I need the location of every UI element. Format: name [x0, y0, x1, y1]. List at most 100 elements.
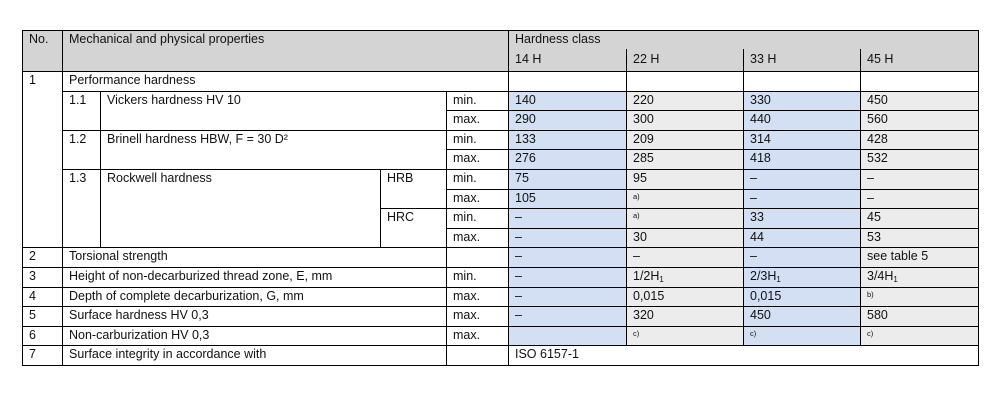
value-cell: –	[859, 188, 980, 210]
value-text: 209	[633, 131, 654, 146]
value-cell: 330	[743, 90, 861, 112]
header-hardness-class: Hardness class	[507, 30, 980, 49]
value-cell: 53	[859, 227, 980, 249]
value-cell: 220	[626, 90, 744, 112]
limit-qualifier: max.	[446, 149, 509, 170]
value-cell: 133	[508, 129, 627, 151]
value-cell: –	[626, 247, 744, 268]
value-cell: 1/2H1	[626, 266, 744, 288]
table-row: max. 276 285 418 532	[23, 149, 980, 170]
value-cell: 44	[743, 227, 861, 249]
value-text: –	[515, 249, 522, 264]
limit-qualifier: min.	[446, 208, 509, 229]
value-cell: 314	[743, 129, 861, 151]
value-cell: 450	[743, 306, 861, 327]
value-cell: a)	[626, 188, 744, 210]
value-text: 580	[867, 308, 888, 323]
value-cell: c)	[626, 325, 744, 347]
footnote-marker: a)	[633, 191, 640, 201]
value-cell: 428	[859, 129, 980, 151]
value-text: 290	[515, 112, 536, 127]
value-cell: –	[743, 168, 861, 190]
footnote-marker: b)	[867, 289, 874, 299]
hardness-properties-table: No. Mechanical and physical properties H…	[22, 30, 980, 366]
value-cell: 418	[743, 149, 861, 170]
row-number: 6	[22, 325, 63, 347]
value-cell	[626, 71, 744, 92]
property-name: Non-carburization HV 0,3	[62, 325, 447, 347]
value-text: 95	[633, 170, 647, 185]
value-cell: –	[743, 247, 861, 268]
value-cell: see table 5	[859, 247, 980, 268]
hardness-scale: HRB	[380, 168, 447, 210]
value-cell: 30	[626, 227, 744, 249]
value-text: 428	[867, 131, 888, 146]
value-text: 440	[750, 112, 771, 127]
value-text: 105	[515, 190, 536, 205]
value-cell: 580	[859, 306, 980, 327]
row-number: 7	[22, 345, 63, 366]
footnote-marker: c)	[633, 328, 640, 338]
value-text: –	[515, 210, 522, 225]
property-name: Brinell hardness HBW, F = 30 D²	[100, 129, 447, 170]
value-text: 44	[750, 229, 764, 244]
value-text: –	[515, 229, 522, 244]
value-cell: –	[508, 266, 627, 288]
value-cell: –	[508, 286, 627, 308]
value-cell: –	[508, 306, 627, 327]
value-text: –	[750, 249, 757, 264]
value-text: 30	[633, 229, 647, 244]
value-cell: –	[508, 208, 627, 229]
value-cell: 209	[626, 129, 744, 151]
value-text: 75	[515, 170, 529, 185]
value-cell: 0,015	[626, 286, 744, 308]
limit-qualifier: max.	[446, 306, 509, 327]
hardness-scale: HRC	[380, 208, 447, 249]
value-text: 300	[633, 112, 654, 127]
sub-number: 1.2	[62, 129, 101, 170]
header-class-45h: 45 H	[859, 49, 980, 72]
value-text: 3/4H	[867, 268, 894, 283]
header-class-33h: 33 H	[743, 49, 861, 72]
value-cell: 320	[626, 306, 744, 327]
value-text: 285	[633, 151, 654, 166]
value-cell	[859, 71, 980, 92]
table-row: 6 Non-carburization HV 0,3 max. c) c) c)	[22, 325, 980, 347]
limit-qualifier: max.	[446, 325, 509, 347]
value-cell: 285	[626, 149, 744, 170]
value-text: 418	[750, 151, 771, 166]
header-class-22h: 22 H	[626, 49, 744, 72]
row-number: 1	[22, 70, 63, 249]
limit-qualifier: max.	[446, 188, 509, 210]
row-number: 4	[22, 286, 63, 308]
limit-qualifier: max.	[446, 110, 509, 131]
limit-qualifier	[446, 345, 509, 366]
value-cell: –	[743, 188, 861, 210]
limit-qualifier: min.	[446, 129, 509, 151]
value-text: 532	[867, 151, 888, 166]
value-cell	[508, 71, 627, 92]
value-text: see table 5	[867, 249, 929, 264]
header-class-14h: 14 H	[508, 49, 627, 72]
property-name: Depth of complete decarburization, G, mm	[62, 286, 447, 308]
value-cell: 440	[743, 110, 861, 131]
row-number: 3	[22, 266, 63, 288]
table-row: 1.2 Brinell hardness HBW, F = 30 D² min. 13…	[23, 129, 980, 170]
value-cell: 2/3H1	[743, 266, 861, 288]
value-cell: a)	[626, 208, 744, 229]
limit-qualifier: min.	[446, 90, 509, 112]
value-text: 0,015	[633, 288, 665, 303]
property-name: Torsional strength	[62, 247, 447, 268]
table-row: 7 Surface integrity in accordance with ISO…	[22, 345, 980, 366]
row-number: 2	[22, 247, 63, 268]
value-text: –	[750, 190, 757, 205]
value-cell: 45	[859, 208, 980, 229]
subscript: 1	[776, 274, 781, 284]
table-row: max. 105 a) – –	[23, 188, 980, 210]
subscript: 1	[659, 274, 664, 284]
standard-reference: ISO 6157-1	[507, 345, 980, 366]
value-cell: –	[508, 247, 627, 268]
property-name: Surface integrity in accordance with	[62, 345, 447, 366]
sub-number: 1.3	[62, 168, 101, 249]
value-cell: 0,015	[743, 286, 861, 308]
